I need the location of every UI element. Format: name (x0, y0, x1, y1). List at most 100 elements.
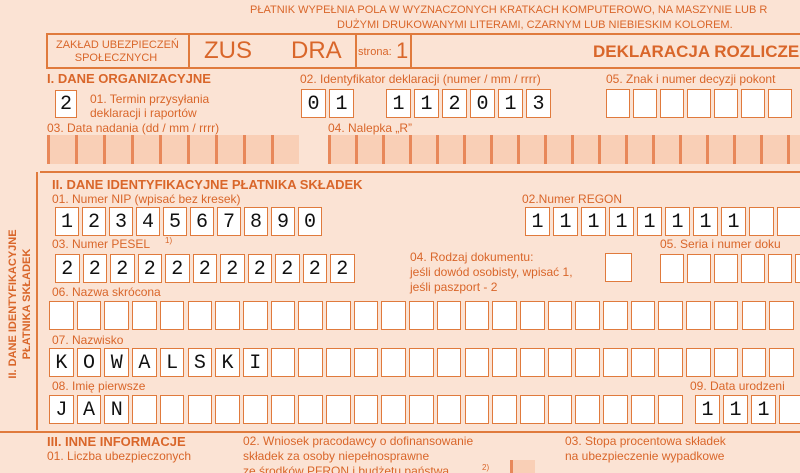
empty-cell (547, 301, 573, 330)
digit-cell: 1 (55, 207, 79, 236)
field-label: 03. Stopa procentowa składek (565, 434, 726, 448)
letter-cell (436, 348, 462, 377)
letter-cell (242, 395, 268, 424)
grid-cell (187, 135, 215, 164)
letter-cell (575, 348, 600, 377)
side-label: PŁATNIKA SKŁADEK (21, 248, 33, 360)
field-label: jeśli paszport - 2 (410, 280, 498, 294)
empty-cell (409, 301, 434, 330)
digit-cell: 2 (137, 254, 162, 283)
digit-cell: 1 (637, 207, 662, 236)
empty-cell (606, 89, 630, 118)
digit-cell: 3 (109, 207, 133, 236)
section-title: II. DANE IDENTYFIKACYJNE PŁATNIKA SKŁADE… (52, 177, 363, 192)
empty-cell (630, 301, 656, 330)
empty-cell (660, 89, 684, 118)
letter-cell: K (49, 348, 74, 377)
digit-cell: 4 (136, 207, 160, 236)
empty-cell (159, 301, 185, 330)
letter-cell (381, 395, 407, 424)
empty-cell (713, 301, 739, 330)
grid-cell (787, 135, 800, 164)
grid-cell (159, 135, 187, 164)
digit-cell: 2 (220, 254, 245, 283)
letter-cell: N (104, 395, 130, 424)
empty-cell (76, 301, 102, 330)
divider (355, 33, 357, 69)
digit-cell: 7 (217, 207, 241, 236)
empty-cell (741, 254, 765, 283)
digit-cell: 1 (721, 207, 746, 236)
empty-cell (603, 301, 628, 330)
letter-cell (159, 395, 185, 424)
digit-cell: 1 (581, 207, 606, 236)
field-label: 01. Numer NIP (wpisać bez kresek) (52, 192, 241, 206)
grid-cell (382, 135, 409, 164)
field-label: 07. Nazwisko (52, 333, 124, 347)
footnote: 2) (482, 463, 490, 472)
empty-cell (741, 301, 767, 330)
digit-cell (779, 395, 800, 424)
empty-cell (633, 89, 657, 118)
section-title: III. INNE INFORMACJE (47, 434, 186, 449)
empty-cell (49, 301, 74, 330)
letter-cell (353, 395, 379, 424)
letter-cell: S (187, 348, 213, 377)
field-label: 02.Numer REGON (522, 192, 623, 206)
field-label: 04. Rodzaj dokumentu: (410, 250, 534, 264)
digit-cell: 2 (55, 254, 80, 283)
grid-cell (679, 135, 706, 164)
grid-cell (75, 135, 103, 164)
letter-cell (575, 395, 600, 424)
field-label: 08. Imię pierwsze (52, 379, 146, 393)
letter-cell (686, 348, 711, 377)
digit-cell: 2 (275, 254, 300, 283)
side-label: II. DANE IDENTYFIKACYJNE (7, 229, 19, 379)
digit-cell: 2 (165, 254, 190, 283)
digit-cell: 2 (55, 90, 77, 118)
grid-cell (436, 135, 463, 164)
letter-cell (409, 348, 434, 377)
grid-cell (598, 135, 625, 164)
grid-cell (706, 135, 733, 164)
digit-cell: 2 (82, 207, 106, 236)
empty-cell (132, 301, 157, 330)
empty-cell (270, 301, 296, 330)
empty-cell (464, 301, 490, 330)
grid-cell (409, 135, 436, 164)
letter-cell (769, 348, 794, 377)
field-label: 05. Seria i numer doku (660, 237, 781, 251)
digit-cell: 1 (414, 89, 439, 118)
letter-cell (436, 395, 462, 424)
digit-cell (749, 207, 774, 236)
letter-cell (270, 395, 296, 424)
field-label: 04. Nalepka „R” (328, 121, 413, 135)
digit-cell: 0 (301, 89, 326, 118)
field-label: 03. Numer PESEL (52, 237, 151, 251)
grid-cell (652, 135, 679, 164)
digit-cell: 8 (244, 207, 268, 236)
empty-cell (686, 301, 711, 330)
instruction: DUŻYMI DRUKOWANYMI LITERAMI, CZARNYM LUB… (337, 19, 733, 31)
letter-cell (270, 348, 296, 377)
footnote: 1) (165, 236, 173, 245)
empty-cell (741, 89, 765, 118)
field-label: ze środków PFRON i budżetu państwa (243, 464, 450, 473)
letter-cell: A (76, 395, 102, 424)
letter-cell: W (104, 348, 130, 377)
side-panel (0, 172, 38, 430)
letter-cell: A (132, 348, 157, 377)
divider (410, 33, 412, 69)
digit-cell: 6 (190, 207, 214, 236)
letter-cell (713, 348, 739, 377)
empty-cell (768, 89, 792, 118)
letter-cell: J (49, 395, 74, 424)
empty-cell (381, 301, 407, 330)
letter-cell (519, 348, 545, 377)
empty-cell (436, 301, 462, 330)
empty-cell (714, 254, 738, 283)
field-label: 06. Nazwa skrócona (52, 285, 161, 299)
empty-cell (687, 89, 711, 118)
digit-cell: 1 (751, 395, 776, 424)
